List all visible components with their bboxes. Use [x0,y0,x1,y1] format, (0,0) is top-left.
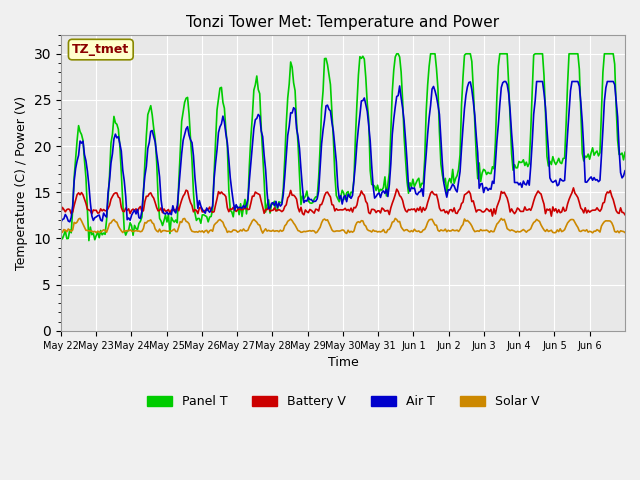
Air T [459,124,467,130]
X-axis label: Time: Time [328,356,358,369]
Panel T [95,235,103,240]
Y-axis label: Temperature (C) / Power (V): Temperature (C) / Power (V) [15,96,28,270]
Battery V [547,213,555,219]
Battery V [94,210,102,216]
Air T [348,195,355,201]
Panel T [462,51,470,57]
Title: Tonzi Tower Met: Temperature and Power: Tonzi Tower Met: Temperature and Power [186,15,499,30]
Air T [500,79,508,84]
Air T [618,175,626,181]
Battery V [543,206,551,212]
Panel T [85,238,93,243]
Solar V [462,218,470,224]
Panel T [57,233,65,239]
Air T [94,213,102,218]
Panel T [349,190,356,195]
Solar V [620,228,627,234]
Text: TZ_tmet: TZ_tmet [72,43,129,56]
Solar V [77,218,85,224]
Solar V [57,229,65,235]
Line: Panel T: Panel T [61,54,625,240]
Solar V [76,216,84,221]
Air T [57,219,65,225]
Line: Solar V: Solar V [61,218,625,233]
Battery V [57,209,65,215]
Solar V [95,229,103,235]
Battery V [348,205,355,211]
Battery V [76,192,84,198]
Battery V [620,210,627,216]
Line: Air T: Air T [61,82,625,222]
Panel T [621,149,629,155]
Solar V [546,228,554,234]
Air T [545,147,552,153]
Air T [76,138,84,144]
Battery V [570,185,577,191]
Panel T [620,157,627,163]
Panel T [76,129,84,134]
Solar V [343,230,351,236]
Air T [621,168,629,174]
Battery V [459,199,467,205]
Legend: Panel T, Battery V, Air T, Solar V: Panel T, Battery V, Air T, Solar V [141,390,545,413]
Solar V [621,230,629,236]
Panel T [546,158,554,164]
Panel T [393,51,401,57]
Line: Battery V: Battery V [61,188,625,216]
Battery V [621,212,629,217]
Solar V [350,228,358,234]
